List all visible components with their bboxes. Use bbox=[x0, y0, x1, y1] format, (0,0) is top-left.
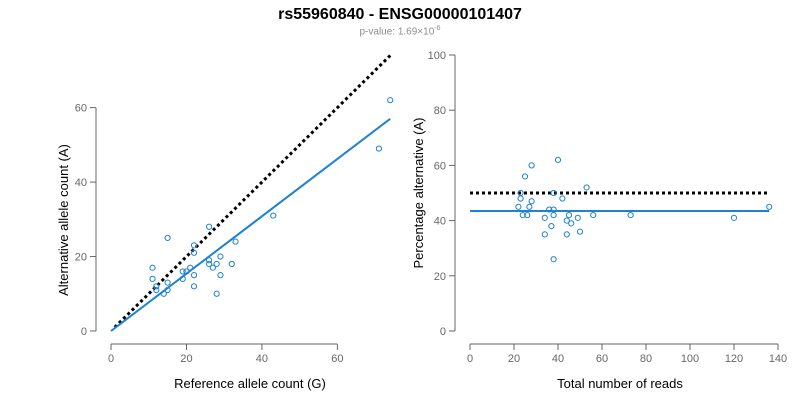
chart-subtitle: p-value: 1.69×10-6 bbox=[0, 25, 800, 37]
data-point bbox=[232, 238, 239, 245]
data-point bbox=[206, 260, 213, 268]
reference-line bbox=[113, 54, 392, 329]
data-point bbox=[164, 234, 171, 242]
data-point bbox=[217, 253, 224, 260]
chart-title: rs55960840 - ENSG00000101407 bbox=[278, 6, 522, 23]
y-tick-label: 40 bbox=[75, 177, 87, 189]
data-point bbox=[563, 231, 570, 238]
x-tick-label: 80 bbox=[640, 353, 652, 365]
y-tick-label: 60 bbox=[434, 160, 446, 172]
data-point bbox=[519, 211, 526, 219]
x-tick-label: 60 bbox=[331, 353, 343, 365]
data-point bbox=[517, 189, 524, 197]
data-point bbox=[228, 260, 235, 268]
data-point bbox=[190, 272, 198, 279]
data-point bbox=[583, 184, 590, 191]
data-point bbox=[565, 211, 573, 219]
x-tick-label: 0 bbox=[467, 353, 473, 365]
data-point bbox=[213, 290, 220, 297]
x-tick-label: 20 bbox=[508, 353, 520, 365]
x-tick-label: 0 bbox=[108, 353, 114, 365]
y-tick-label: 80 bbox=[434, 105, 446, 117]
data-point bbox=[187, 264, 194, 271]
data-point bbox=[213, 260, 220, 268]
data-point bbox=[590, 211, 597, 219]
x-axis-title: Total number of reads bbox=[557, 376, 683, 391]
data-point bbox=[517, 195, 524, 202]
x-tick-label: 140 bbox=[769, 353, 787, 365]
y-axis-title: Percentage alternative (A) bbox=[411, 117, 426, 268]
allele-count-panel: 0 20 40 60 0 20 40 60 Reference allele count (G)… bbox=[56, 54, 394, 391]
data-point bbox=[528, 162, 535, 169]
x-tick-label: 120 bbox=[725, 353, 743, 365]
data-point bbox=[190, 242, 198, 249]
data-point bbox=[576, 228, 584, 235]
data-point bbox=[387, 97, 394, 104]
x-tick-label: 60 bbox=[596, 353, 608, 365]
data-point bbox=[149, 275, 156, 282]
data-point bbox=[730, 214, 738, 221]
p-value-text: p-value: 1.69×10 bbox=[359, 26, 435, 38]
data-point bbox=[627, 211, 634, 219]
data-point bbox=[766, 203, 773, 210]
data-point bbox=[554, 156, 562, 163]
data-point bbox=[568, 220, 575, 227]
percentage-panel: 0 20 40 60 80 100 120 140 0 20 40 60 80 100 Total numb… bbox=[411, 50, 787, 391]
data-point bbox=[375, 145, 383, 152]
data-point bbox=[179, 275, 186, 282]
data-point bbox=[179, 268, 186, 275]
data-point bbox=[217, 272, 224, 279]
data-point bbox=[541, 231, 548, 238]
data-point bbox=[164, 279, 171, 286]
fit-line bbox=[110, 117, 391, 332]
data-point bbox=[149, 264, 156, 271]
data-point bbox=[190, 249, 198, 256]
data-point bbox=[563, 217, 570, 224]
x-tick-label: 40 bbox=[256, 353, 268, 365]
data-point bbox=[270, 212, 277, 219]
data-point bbox=[550, 189, 557, 197]
data-point bbox=[548, 223, 555, 230]
data-point bbox=[206, 223, 213, 230]
y-tick-label: 0 bbox=[440, 326, 446, 338]
data-point bbox=[160, 290, 167, 297]
data-point bbox=[183, 268, 190, 275]
data-point bbox=[524, 211, 531, 219]
data-point bbox=[521, 173, 529, 180]
y-tick-label: 100 bbox=[428, 50, 446, 62]
data-point bbox=[209, 264, 216, 271]
data-point bbox=[515, 203, 522, 210]
data-point bbox=[526, 203, 533, 210]
data-point bbox=[546, 206, 553, 213]
x-axis-title: Reference allele count (G) bbox=[174, 376, 326, 391]
y-axis-title: Alternative allele count (A) bbox=[56, 144, 71, 296]
data-point bbox=[541, 214, 548, 221]
y-tick-label: 0 bbox=[81, 326, 87, 338]
data-point bbox=[153, 283, 160, 290]
data-point bbox=[153, 286, 160, 294]
x-tick-label: 40 bbox=[552, 353, 564, 365]
data-point bbox=[528, 198, 535, 205]
data-point bbox=[550, 211, 557, 219]
y-tick-label: 60 bbox=[75, 103, 87, 115]
x-tick-label: 20 bbox=[180, 353, 192, 365]
data-point bbox=[550, 206, 557, 213]
y-tick-label: 20 bbox=[434, 271, 446, 283]
y-tick-label: 20 bbox=[75, 252, 87, 264]
data-point bbox=[559, 195, 566, 202]
data-point bbox=[190, 283, 198, 290]
data-point bbox=[164, 286, 171, 294]
data-point bbox=[574, 214, 581, 221]
y-tick-label: 40 bbox=[434, 216, 446, 228]
data-point bbox=[550, 256, 557, 263]
p-value-exponent: -6 bbox=[434, 25, 441, 32]
x-tick-label: 100 bbox=[681, 353, 699, 365]
data-point bbox=[206, 257, 213, 264]
